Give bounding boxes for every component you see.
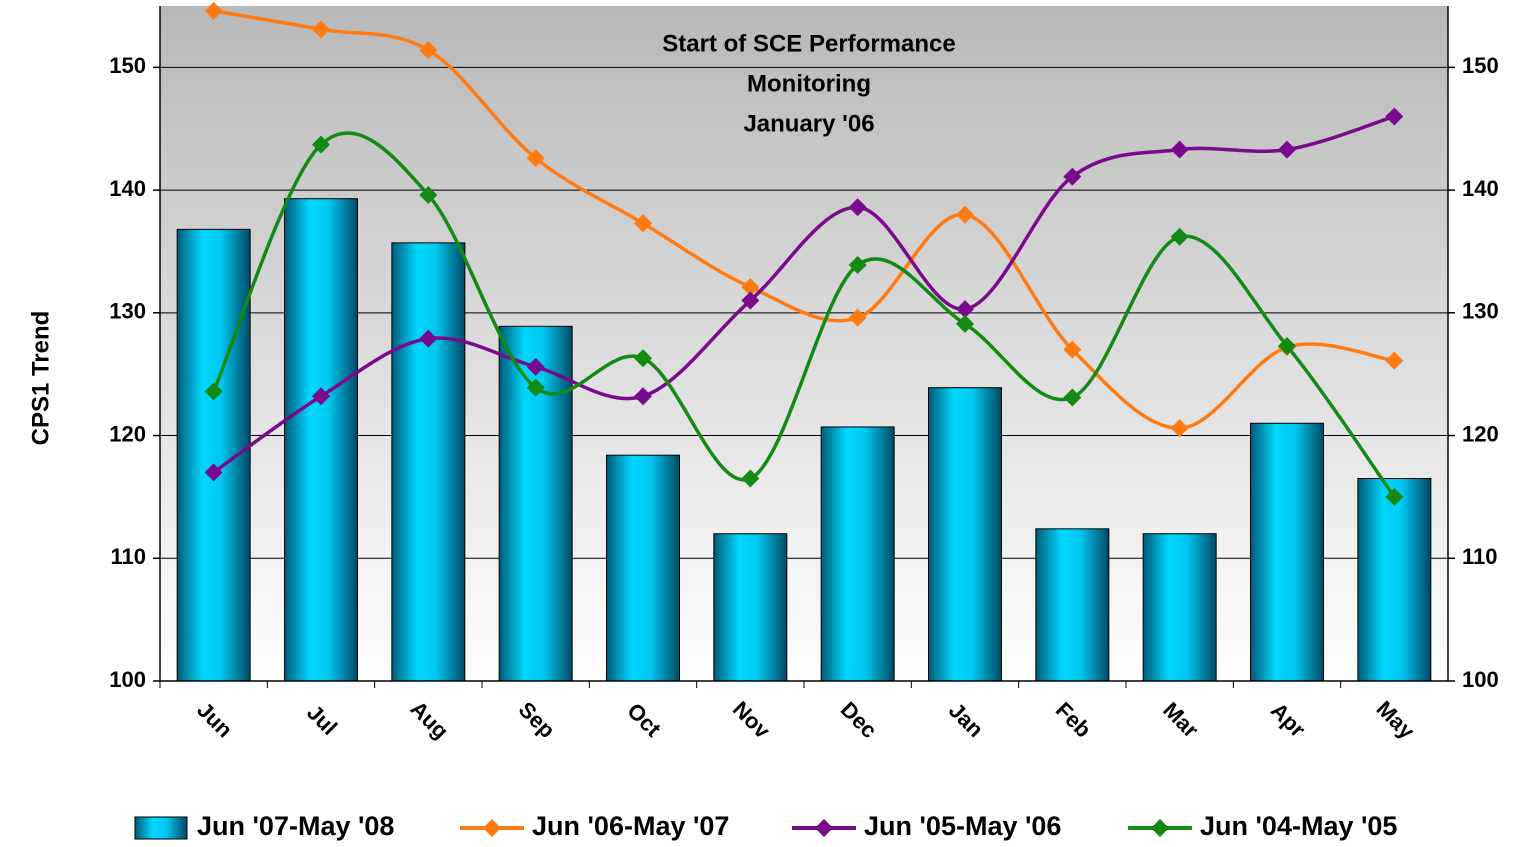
marker: [419, 329, 438, 348]
marker: [1170, 227, 1189, 246]
bar: [1035, 528, 1110, 682]
marker: [956, 314, 974, 333]
x-tick-label: Apr: [1266, 698, 1311, 743]
legend-label: Jun '06-May '07: [532, 811, 729, 841]
marker: [848, 255, 867, 274]
marker: [634, 349, 652, 368]
marker: [848, 308, 867, 327]
x-tick-label: Jan: [944, 698, 988, 742]
bar: [606, 454, 680, 682]
x-tick-label: May: [1372, 696, 1420, 744]
y2-tick-label: 130: [1462, 299, 1499, 324]
x-tick-label: Dec: [836, 697, 882, 743]
legend-label: Jun '04-May '05: [1200, 811, 1397, 841]
marker: [419, 41, 438, 60]
marker: [312, 135, 330, 154]
marker: [741, 278, 760, 297]
marker: [526, 149, 545, 168]
x-tick-label: Aug: [406, 696, 454, 744]
y-tick-label: 130: [109, 299, 146, 324]
y2-tick-label: 100: [1462, 667, 1499, 692]
y-axis-label: CPS1 Trend: [27, 311, 54, 446]
marker: [741, 469, 760, 488]
y-tick-label: 140: [109, 176, 146, 201]
x-tick-label: Sep: [514, 697, 560, 743]
legend-label: Jun '07-May '08: [197, 811, 394, 841]
x-tick-label: Mar: [1158, 697, 1204, 743]
marker: [1063, 340, 1082, 359]
marker: [1063, 167, 1082, 186]
marker: [634, 387, 652, 406]
marker: [956, 300, 974, 319]
legend-marker: [815, 819, 833, 837]
legend-swatch: [134, 816, 188, 840]
marker: [312, 20, 330, 39]
x-tick-label: Jul: [302, 700, 342, 740]
marker: [1063, 388, 1082, 407]
annotation: Start of SCE Performance: [662, 30, 955, 57]
x-tick-label: Jun: [192, 697, 237, 742]
y-tick-label: 110: [111, 544, 147, 569]
marker: [1278, 140, 1296, 159]
y2-tick-label: 110: [1462, 544, 1498, 569]
y2-tick-label: 150: [1462, 53, 1499, 78]
marker: [1385, 107, 1404, 126]
marker: [1385, 351, 1404, 370]
y-tick-label: 100: [109, 667, 146, 692]
legend-marker: [1151, 819, 1169, 837]
annotation: January '06: [743, 110, 874, 137]
marker: [204, 382, 223, 401]
marker: [204, 463, 223, 482]
plot-area: [160, 6, 1448, 681]
marker: [419, 186, 438, 204]
marker: [1385, 487, 1404, 506]
x-tick-label: Feb: [1051, 697, 1096, 742]
marker: [312, 387, 330, 406]
x-tick-label: Nov: [728, 696, 776, 744]
marker: [526, 378, 545, 397]
marker: [1278, 336, 1296, 355]
marker: [741, 291, 760, 310]
bar: [391, 242, 466, 682]
bar: [1142, 533, 1217, 682]
bar: [284, 198, 358, 682]
y2-tick-label: 140: [1462, 176, 1499, 201]
marker: [204, 1, 223, 20]
legend-label: Jun '05-May '06: [864, 811, 1061, 841]
marker: [848, 198, 867, 217]
marker: [956, 205, 974, 224]
bar: [928, 387, 1002, 682]
bar: [820, 426, 895, 682]
x-tick-label: Oct: [622, 698, 666, 742]
marker: [1170, 140, 1189, 159]
annotation: Monitoring: [747, 70, 871, 97]
y-tick-label: 150: [109, 53, 146, 78]
y-tick-label: 120: [109, 421, 146, 446]
bar: [713, 533, 788, 682]
marker: [634, 214, 652, 233]
bar: [1357, 478, 1432, 682]
legend-marker: [483, 819, 501, 837]
marker: [526, 357, 545, 376]
y2-tick-label: 120: [1462, 421, 1499, 446]
marker: [1170, 419, 1189, 438]
bar: [1250, 422, 1324, 682]
